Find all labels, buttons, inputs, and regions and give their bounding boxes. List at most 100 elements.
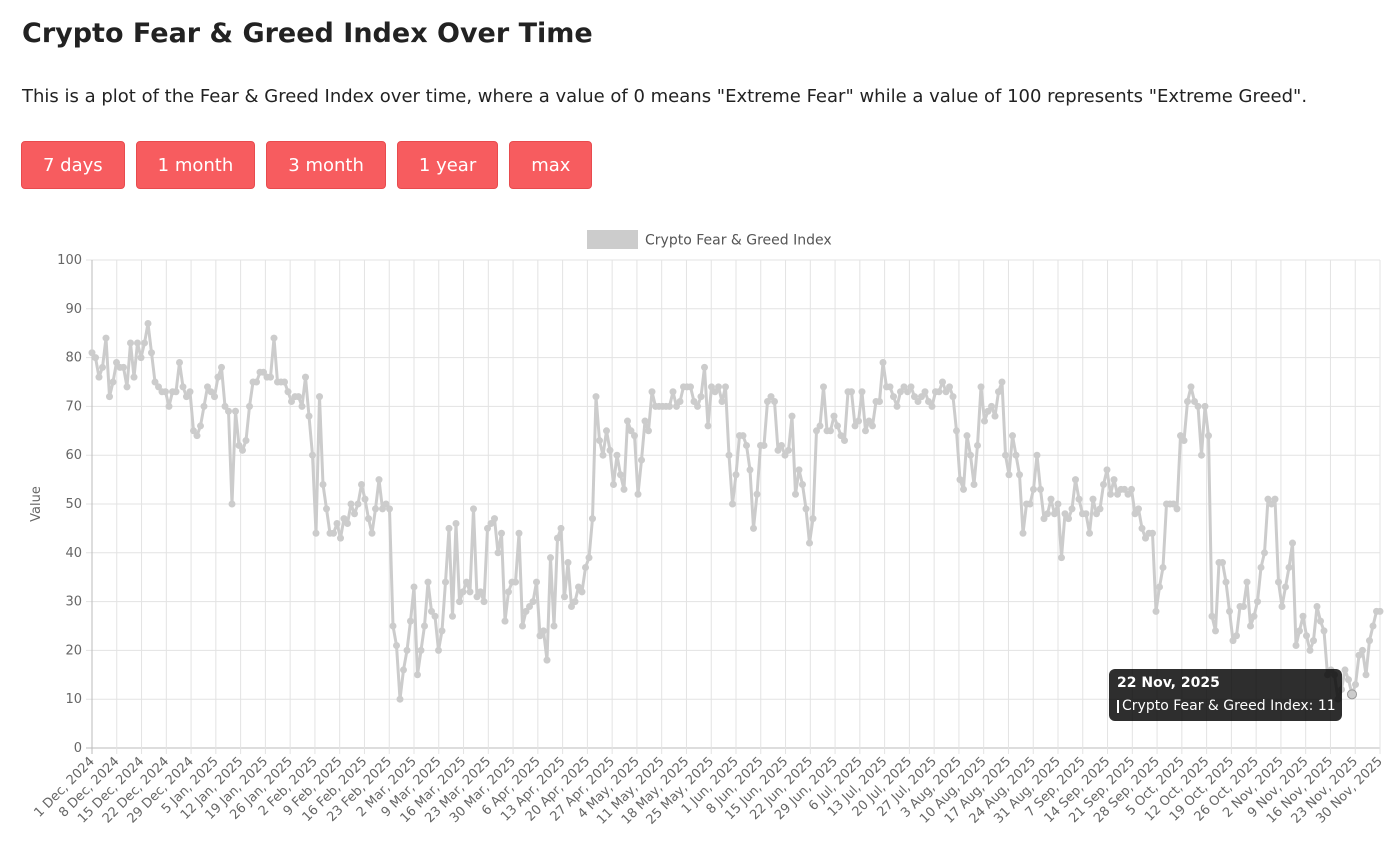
data-point — [697, 393, 705, 401]
data-point — [477, 588, 484, 596]
data-point — [1058, 554, 1065, 562]
data-point — [1124, 490, 1132, 498]
data-point — [760, 441, 768, 449]
data-point — [389, 622, 397, 630]
range-max-button[interactable]: max — [509, 141, 593, 189]
data-point — [172, 388, 180, 396]
data-point — [407, 617, 414, 625]
data-point — [1026, 500, 1034, 508]
data-point — [1093, 510, 1100, 518]
data-point — [480, 598, 488, 606]
data-point — [1355, 651, 1363, 659]
data-point — [774, 446, 782, 454]
data-point — [1299, 612, 1307, 620]
data-point — [393, 642, 400, 650]
data-point — [197, 422, 204, 430]
data-point — [743, 441, 750, 449]
data-point — [137, 354, 145, 362]
data-point — [1194, 402, 1202, 410]
data-point — [1068, 505, 1076, 513]
data-point — [1065, 515, 1072, 523]
data-point — [431, 612, 439, 620]
data-point — [550, 622, 558, 630]
data-point — [645, 427, 652, 435]
data-point — [568, 602, 575, 610]
data-point — [302, 373, 309, 381]
data-point — [1201, 402, 1209, 410]
data-point — [827, 427, 834, 435]
data-point — [1184, 398, 1191, 406]
data-point — [1261, 549, 1268, 557]
data-point — [403, 646, 411, 654]
y-tick-label: 10 — [65, 692, 82, 707]
data-point — [1233, 632, 1240, 640]
data-point — [512, 578, 519, 586]
data-point — [1019, 529, 1027, 537]
data-point — [1131, 510, 1139, 518]
data-point — [1313, 602, 1321, 610]
data-point — [1107, 490, 1114, 498]
data-point — [830, 412, 838, 420]
data-point — [851, 422, 859, 430]
data-point — [1296, 627, 1303, 635]
range-3-month-button[interactable]: 3 month — [266, 141, 386, 189]
range-1-month-button[interactable]: 1 month — [135, 141, 256, 189]
data-point — [729, 500, 736, 508]
data-point — [494, 549, 502, 557]
data-point — [417, 646, 425, 654]
data-point — [1292, 642, 1300, 650]
data-point — [235, 441, 243, 449]
range-1-year-button[interactable]: 1 year — [396, 141, 499, 189]
y-tick-label: 50 — [65, 497, 82, 512]
data-point — [1159, 563, 1167, 571]
data-point — [778, 441, 785, 449]
data-point — [918, 393, 925, 401]
data-point — [687, 383, 694, 391]
data-point — [764, 398, 771, 406]
page-description: This is a plot of the Fear & Greed Index… — [22, 86, 1308, 107]
data-point — [522, 607, 530, 615]
data-point — [809, 515, 817, 523]
data-point — [1075, 495, 1083, 503]
data-point — [410, 583, 418, 591]
data-point — [463, 578, 470, 586]
range-7-days-button[interactable]: 7 days — [21, 141, 125, 189]
data-point — [1278, 602, 1286, 610]
data-point — [617, 471, 624, 479]
data-point — [515, 529, 523, 537]
data-point — [505, 588, 512, 596]
data-point — [722, 383, 729, 391]
data-point — [1222, 578, 1230, 586]
data-point — [935, 388, 943, 396]
data-point — [1271, 495, 1279, 503]
data-point — [368, 529, 376, 537]
data-point — [785, 446, 792, 454]
data-point — [1044, 510, 1051, 518]
data-point — [109, 378, 117, 386]
data-point — [1170, 500, 1177, 508]
data-point — [1254, 598, 1261, 606]
data-point — [179, 383, 187, 391]
data-point — [1089, 495, 1097, 503]
data-point — [1086, 529, 1093, 537]
data-point — [921, 388, 929, 396]
data-point — [193, 432, 201, 440]
data-point — [361, 495, 369, 503]
data-point — [1002, 451, 1009, 459]
data-point — [1156, 583, 1163, 591]
data-point — [382, 500, 390, 508]
data-point — [708, 383, 715, 391]
y-tick-label: 70 — [65, 399, 82, 414]
data-point — [890, 393, 897, 401]
data-point — [1191, 398, 1198, 406]
data-point — [242, 437, 250, 445]
data-point — [113, 358, 120, 366]
data-point — [816, 422, 824, 430]
data-point — [1240, 602, 1247, 610]
data-point — [1033, 451, 1041, 459]
data-point — [1310, 637, 1317, 645]
data-point — [151, 378, 159, 386]
data-point — [690, 398, 698, 406]
data-point — [753, 490, 761, 498]
